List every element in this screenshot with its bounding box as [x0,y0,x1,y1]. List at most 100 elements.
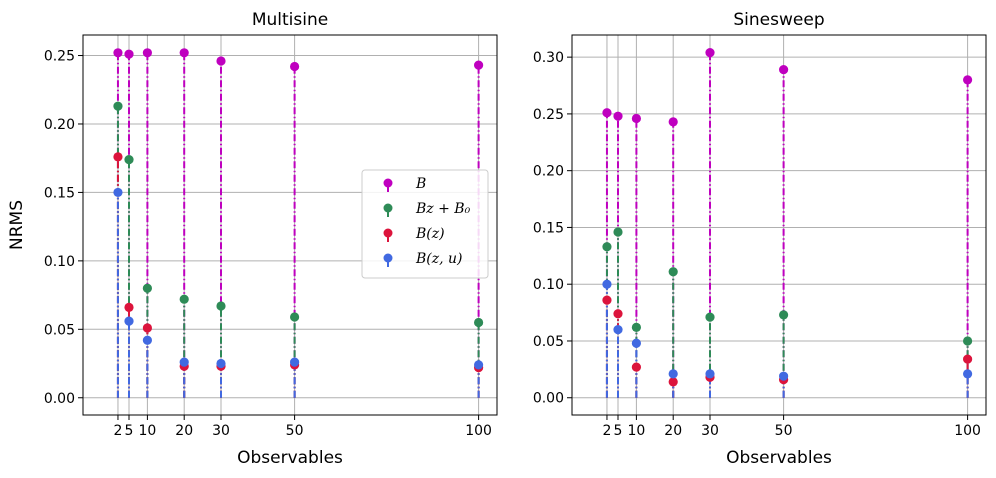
legend-swatch-marker [383,228,393,238]
multisine-point-b-z-u [142,335,152,345]
sinesweep-point-b-z-u [613,325,623,335]
sinesweep-x-tick-label: 100 [954,423,981,439]
legend-frame [361,169,489,279]
multisine-y-tick-label: 0.10 [44,254,75,270]
sinesweep-point-b [963,75,973,85]
multisine-axes-frame [82,34,498,416]
sinesweep-xlabel: Observables [726,448,832,468]
multisine-x-tick-label: 30 [212,423,230,439]
y-axis-label: NRMS [7,200,27,250]
multisine-title: Multisine [252,10,328,30]
multisine-point-bz-b0 [142,283,152,293]
sinesweep-point-b-z [602,295,612,305]
sinesweep-x-tick-label: 20 [664,423,682,439]
legend-label-bz: B(z) [415,226,445,242]
multisine-y-tick-label: 0.25 [44,49,75,65]
sinesweep-point-bz-b0 [705,312,715,322]
multisine-x-tick-label: 10 [138,423,156,439]
sinesweep-point-bz-b0 [613,227,623,237]
sinesweep-y-tick-label: 0.05 [533,334,564,350]
multisine-point-b [474,60,484,70]
legend-entry-bzu: B(z, u) [383,251,463,267]
multisine-y-tick-label: 0.00 [44,391,75,407]
sinesweep-x-tick-label: 30 [701,423,719,439]
multisine-y-tick-label: 0.15 [44,185,75,201]
legend-swatch-marker [383,178,393,188]
sinesweep-y-tick-label: 0.25 [533,107,564,123]
multisine-point-b-z-u [474,360,484,370]
multisine-point-b [290,61,300,72]
multisine-x-tick-label: 100 [465,423,492,439]
sinesweep-point-b-z-u [631,338,642,348]
multisine-x-tick-label: 50 [286,423,304,439]
multisine-point-b-z [124,302,134,313]
sinesweep-x-tick-label: 10 [627,423,645,439]
multisine-point-b-z-u [124,316,134,326]
sinesweep-point-b-z-u [602,279,612,289]
multisine-point-bz-b0 [124,154,134,165]
sinesweep-point-b [613,111,623,121]
multisine-point-b-z-u [290,357,300,367]
multisine-y-tick-label: 0.20 [44,117,75,133]
sinesweep-point-bz-b0 [602,242,612,252]
sinesweep-x-tick-label: 5 [614,423,623,439]
sinesweep-point-bz-b0 [963,336,973,346]
sinesweep-point-b-z-u [705,369,715,379]
sinesweep-y-tick-label: 0.00 [533,391,564,407]
multisine-x-tick-label: 2 [113,423,122,439]
legend-swatch-marker [383,203,393,213]
sinesweep-point-b-z [963,354,973,364]
sinesweep-panel: Sinesweep 2 5 10 20 30 50 100 0.00 0.05 0.10 0.15… [533,10,987,468]
multisine-point-b-z-u [179,357,189,367]
multisine-point-b-z [113,152,123,162]
sinesweep-point-bz-b0 [631,322,642,332]
sinesweep-point-b-z-u [668,369,678,379]
legend-label-bz-b0: Bz + B₀ [415,201,471,217]
sinesweep-point-b [668,117,678,127]
multisine-xlabel: Observables [237,448,343,468]
multisine-point-b [113,48,123,58]
legend: B Bz + B₀ B(z) B(z, u) [361,169,489,279]
multisine-point-b-z [142,323,152,333]
sinesweep-point-b-z [668,377,678,387]
sinesweep-point-bz-b0 [779,310,789,320]
multisine-x-tick-label: 20 [175,423,193,439]
sinesweep-x-tick-label: 2 [602,423,611,439]
sinesweep-point-b-z-u [779,371,789,381]
multisine-point-bz-b0 [113,101,123,111]
multisine-point-b-z-u [113,187,123,198]
sinesweep-point-b-z-u [963,369,973,379]
sinesweep-y-tick-label: 0.10 [533,277,564,293]
multisine-point-b [216,56,226,66]
sinesweep-y-tick-label: 0.20 [533,164,564,180]
multisine-point-bz-b0 [290,312,300,322]
multisine-point-b-z-u [216,358,226,369]
sinesweep-point-b [705,47,715,58]
sinesweep-x-tick-label: 50 [775,423,793,439]
legend-entry-b: B [383,176,426,192]
multisine-point-b [142,48,152,58]
sinesweep-point-b [602,108,612,118]
multisine-point-b [124,49,134,59]
legend-entry-bz: B(z) [383,226,445,242]
sinesweep-point-b-z [631,362,642,372]
sinesweep-y-tick-label: 0.30 [533,50,564,66]
sinesweep-point-b-z [613,309,623,319]
sinesweep-point-b [631,113,642,124]
multisine-point-bz-b0 [179,294,189,304]
legend-swatch-marker [383,253,393,263]
multisine-point-bz-b0 [216,301,226,311]
multisine-x-tick-label: 5 [125,423,134,439]
multisine-point-b [179,48,189,58]
sinesweep-axes-frame [571,34,987,416]
legend-label-b: B [415,176,426,192]
multisine-y-tick-label: 0.05 [44,322,75,338]
sinesweep-y-tick-label: 0.15 [533,220,564,236]
sinesweep-title: Sinesweep [733,10,824,30]
multisine-point-bz-b0 [474,317,484,328]
sinesweep-point-b [779,65,789,75]
legend-entry-bz-b0: Bz + B₀ [383,201,471,217]
sinesweep-point-bz-b0 [668,267,678,277]
legend-label-bzu: B(z, u) [415,251,463,267]
